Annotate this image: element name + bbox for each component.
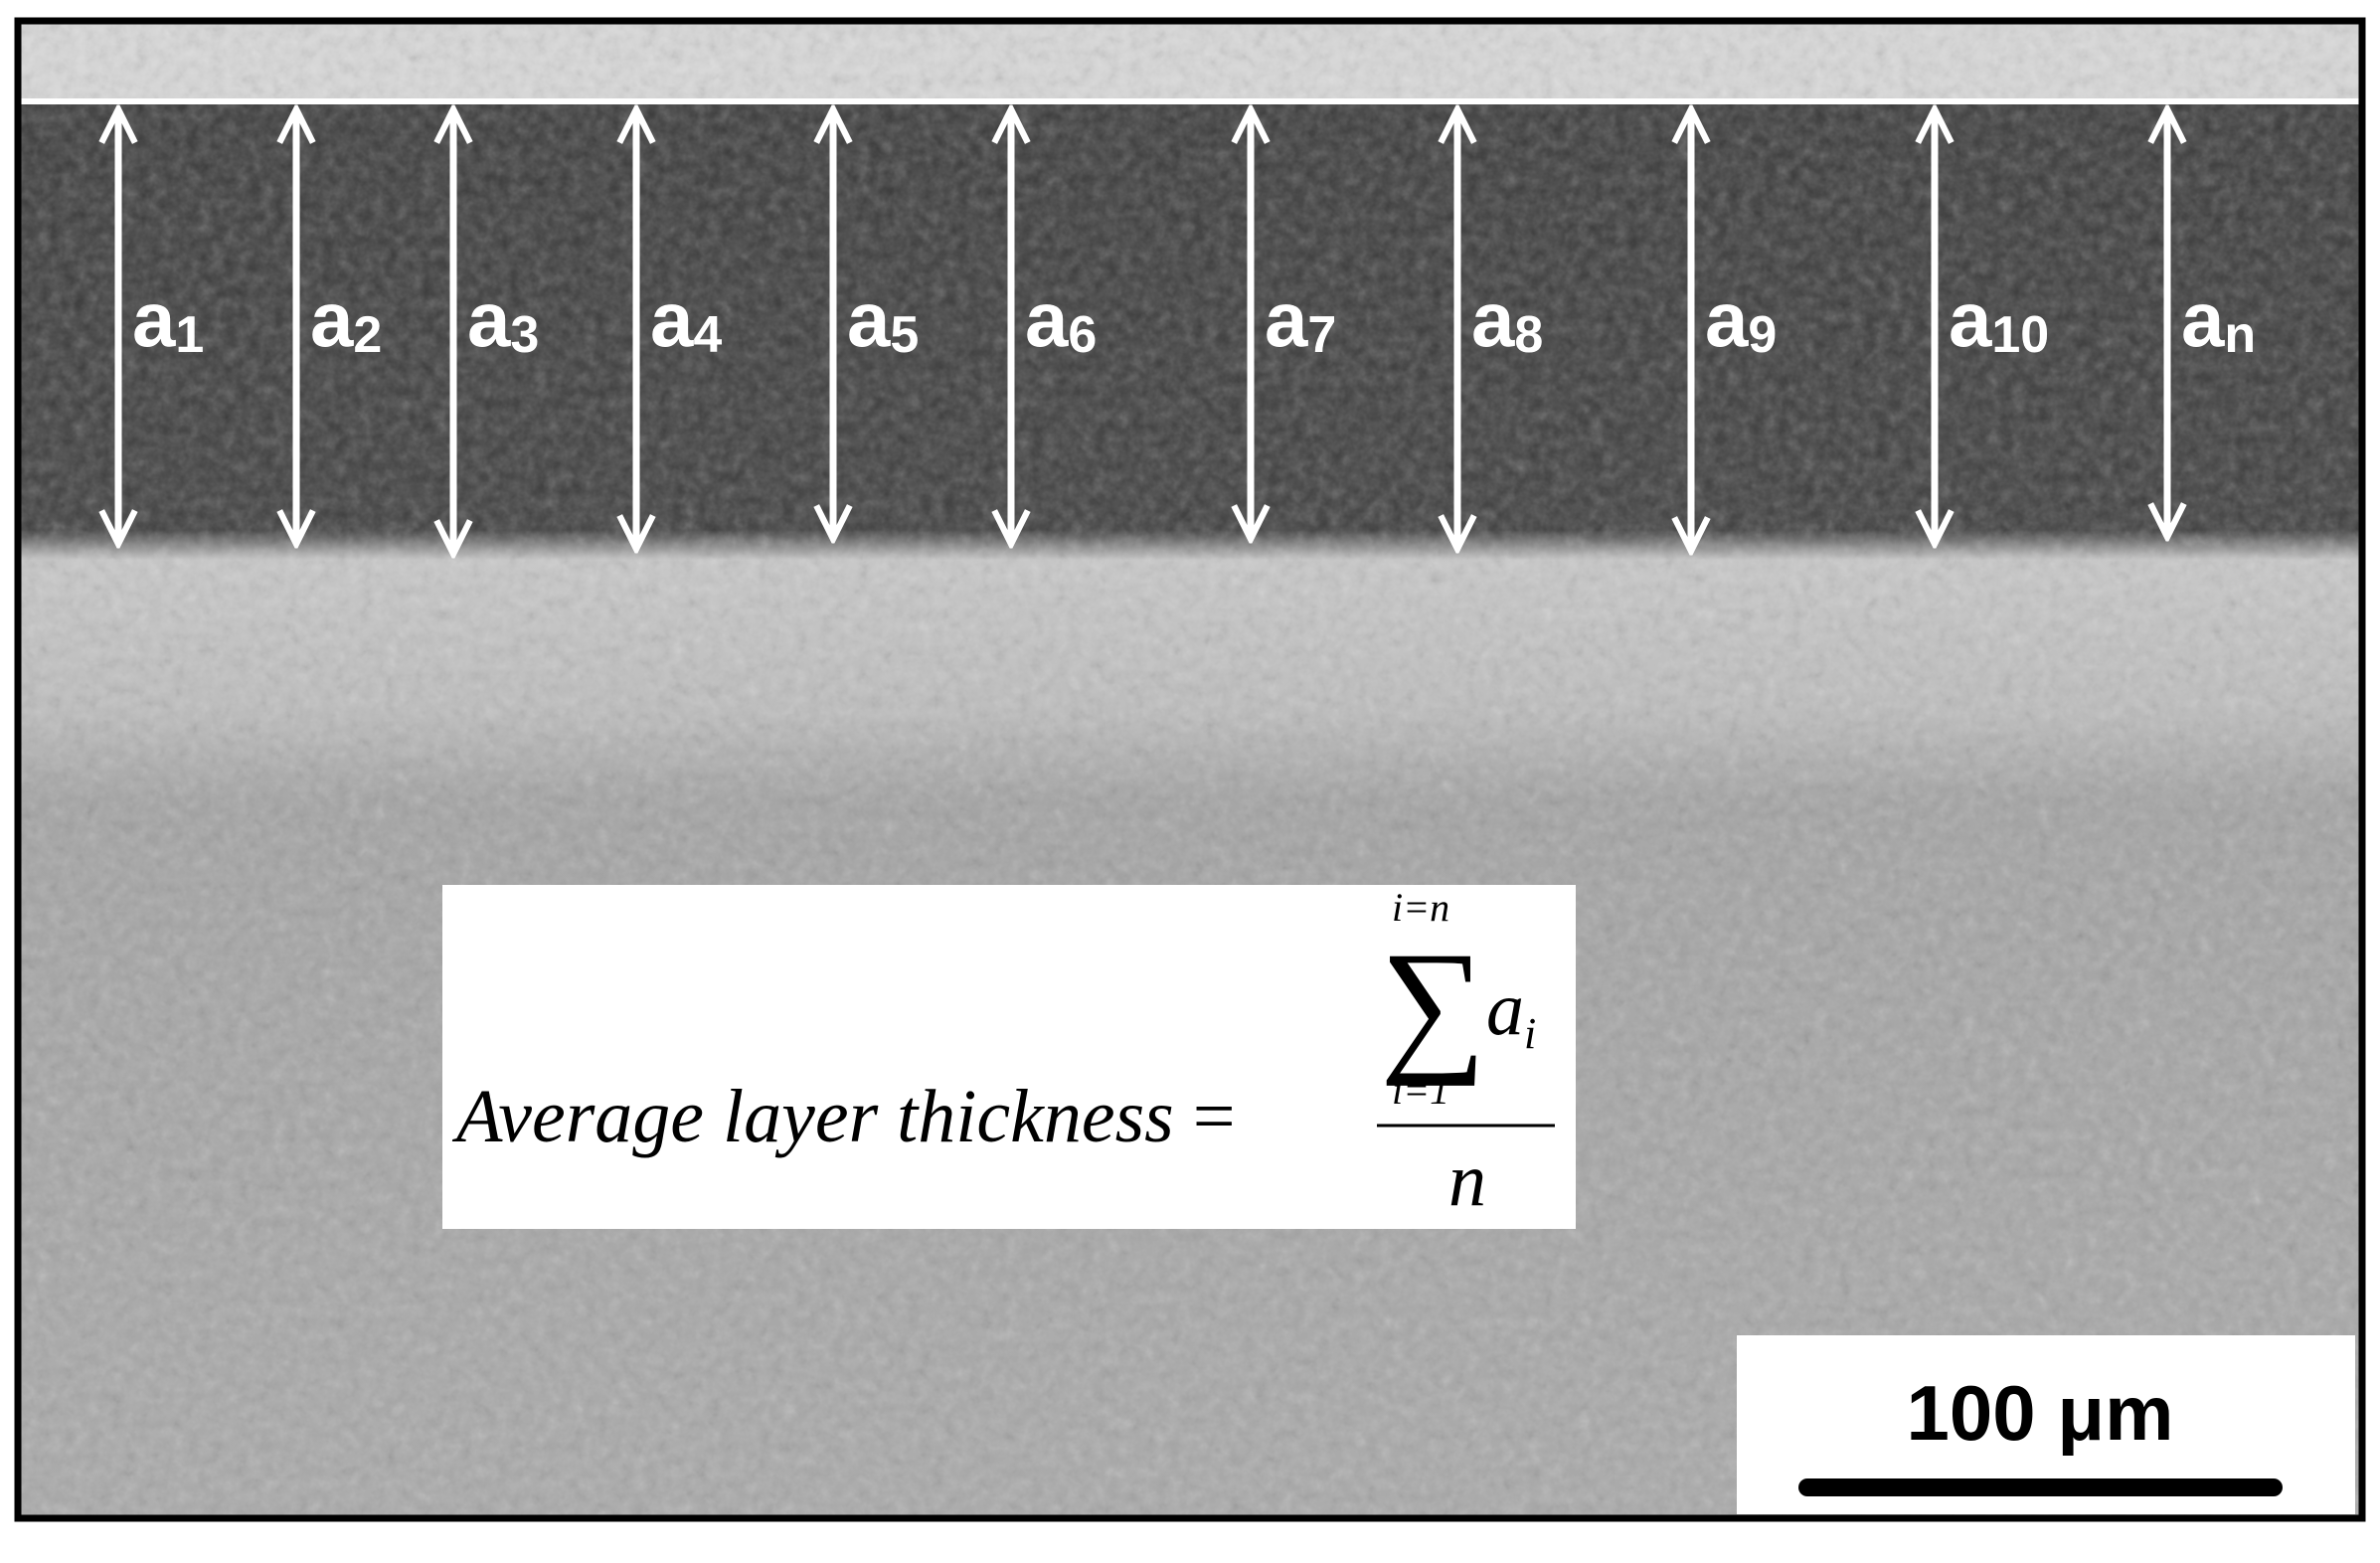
sum-lower: i=1 — [1392, 1068, 1449, 1113]
summand-sub: i — [1524, 1009, 1536, 1058]
denominator: n — [1448, 1138, 1486, 1222]
label-base: a — [1025, 275, 1069, 363]
formula-lhs: Average layer thickness = — [451, 1075, 1236, 1158]
measurement-label: a8 — [1471, 275, 1543, 364]
label-sub: 3 — [510, 306, 539, 364]
measurement-label: a9 — [1705, 275, 1777, 364]
label-base: a — [467, 275, 511, 363]
measurement-label: a7 — [1265, 275, 1336, 364]
label-sub: 9 — [1748, 306, 1777, 364]
summand: ai — [1486, 967, 1536, 1058]
label-base: a — [310, 275, 354, 363]
equals: = — [1193, 1075, 1236, 1158]
label-sub: 2 — [353, 306, 382, 364]
label-sub: 1 — [175, 306, 204, 364]
measurement-label: a2 — [310, 275, 382, 364]
label-base: a — [1705, 275, 1749, 363]
label-base: a — [847, 275, 891, 363]
texture — [18, 21, 2362, 1518]
lhs: Average layer thickness — [451, 1075, 1174, 1158]
measurement-label: a5 — [847, 275, 919, 364]
label-base: a — [132, 275, 176, 363]
label-sub: 5 — [890, 306, 919, 364]
label-sub: 6 — [1068, 306, 1097, 364]
measurement-label: a3 — [467, 275, 539, 364]
measurements: a1 a2 a3 a4 a5 a6 a7 a8 a9 a10 an — [118, 111, 2256, 552]
label-sub: 8 — [1514, 306, 1543, 364]
label-base: a — [650, 275, 694, 363]
label-sub: 10 — [1991, 306, 2049, 364]
sum-upper: i=n — [1392, 885, 1449, 930]
measurement-label: a10 — [1949, 275, 2049, 364]
frame — [14, 17, 2366, 1522]
measurement-label: a6 — [1025, 275, 1097, 364]
formula-box: Average layer thickness = i=n ∑ i=1 ai n — [442, 885, 1576, 1229]
label-base: a — [2181, 275, 2225, 363]
measurement-label: a1 — [132, 275, 204, 364]
label-base: a — [1265, 275, 1308, 363]
label-base: a — [1471, 275, 1515, 363]
micrograph — [14, 17, 2366, 1522]
measurement-label: an — [2181, 275, 2256, 364]
sum-symbol: ∑ — [1380, 922, 1486, 1087]
label-sub: 4 — [693, 306, 722, 364]
label-sub: n — [2224, 306, 2256, 364]
measurement-label: a4 — [650, 275, 722, 364]
scale-bar-label: 100 μm — [1907, 1369, 2174, 1457]
formula-background — [442, 885, 1576, 1229]
label-sub: 7 — [1307, 306, 1336, 364]
summand-base: a — [1486, 967, 1524, 1051]
label-base: a — [1949, 275, 1992, 363]
scale-bar-box: 100 μm — [1737, 1335, 2355, 1514]
